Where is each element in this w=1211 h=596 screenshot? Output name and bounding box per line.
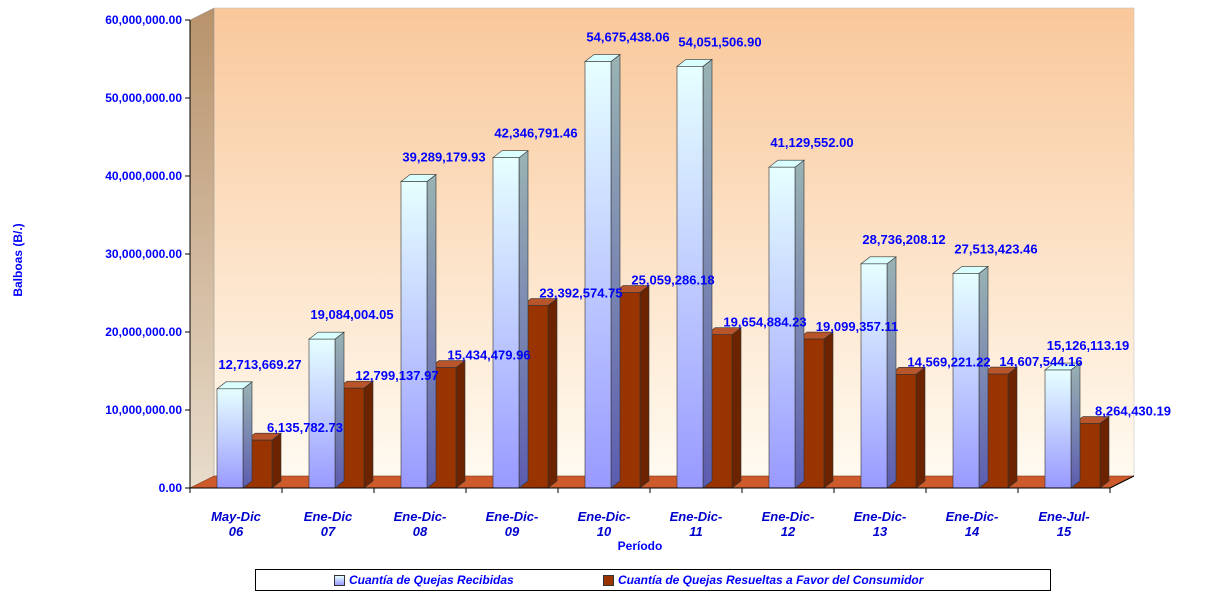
bar-recibidas [216, 381, 253, 489]
data-label-recibidas: 28,736,208.12 [862, 232, 945, 247]
legend-swatch-recibidas [334, 574, 345, 586]
x-tick-label: May-Dic [211, 509, 262, 524]
data-label-recibidas: 15,126,113.19 [1047, 338, 1129, 353]
x-tick-label: 10 [597, 524, 612, 539]
x-tick-label: Ene-Dic- [854, 509, 907, 524]
x-tick-label: Ene-Dic [304, 509, 353, 524]
bar-recibidas [584, 53, 621, 489]
x-tick-label: 12 [781, 524, 796, 539]
data-label-recibidas: 19,084,004.05 [310, 307, 393, 322]
data-label-resueltas: 12,799,137.97 [355, 368, 438, 383]
data-label-resueltas: 8,264,430.19 [1095, 404, 1171, 419]
legend-swatch-resueltas [603, 574, 614, 586]
x-tick-label: Ene-Dic- [946, 509, 999, 524]
x-tick-label: 14 [965, 524, 980, 539]
x-tick-label: Ene-Dic- [486, 509, 539, 524]
data-label-resueltas: 19,099,357.11 [816, 319, 898, 334]
y-tick-label: 20,000,000.00 [105, 325, 182, 339]
x-tick-label: 08 [413, 524, 428, 539]
bar-recibidas [952, 265, 989, 489]
bar-recibidas [768, 159, 805, 489]
data-label-resueltas: 14,569,221.22 [907, 354, 990, 369]
data-label-recibidas: 42,346,791.46 [494, 126, 577, 141]
data-label-recibidas: 41,129,552.00 [770, 135, 853, 150]
bar-recibidas [676, 58, 713, 489]
legend-label-resueltas: Cuantía de Quejas Resueltas a Favor del … [618, 573, 924, 587]
x-tick-label: 13 [873, 524, 888, 539]
y-tick-label: 10,000,000.00 [105, 403, 182, 417]
y-tick-label: 0.00 [159, 481, 183, 495]
x-tick-label: Ene-Dic- [670, 509, 723, 524]
legend: Cuantía de Quejas Recibidas Cuantía de Q… [255, 569, 1051, 591]
legend-item-resueltas: Cuantía de Quejas Resueltas a Favor del … [603, 573, 923, 587]
y-tick-label: 40,000,000.00 [105, 169, 182, 183]
data-label-resueltas: 25,059,286.18 [631, 273, 714, 288]
bar-recibidas [308, 331, 345, 489]
x-tick-label: 07 [321, 524, 336, 539]
x-tick-label: 11 [689, 524, 703, 539]
y-tick-label: 60,000,000.00 [105, 13, 182, 27]
x-axis: May-Dic06Ene-Dic07Ene-Dic-08Ene-Dic-09En… [189, 475, 1135, 539]
x-axis-title: Período [618, 539, 663, 553]
data-label-resueltas: 15,434,479.96 [447, 348, 530, 363]
bars-group [216, 53, 1110, 489]
data-label-resueltas: 23,392,574.75 [539, 286, 622, 301]
data-labels: 12,713,669.27 6,135,782.73 19,084,004.05 12… [218, 30, 1171, 436]
x-tick-label: 15 [1057, 524, 1072, 539]
bar-recibidas [860, 256, 897, 489]
x-tick-label: Ene-Dic- [762, 509, 815, 524]
bar-recibidas [400, 173, 437, 489]
y-tick-label: 50,000,000.00 [105, 91, 182, 105]
data-label-recibidas: 39,289,179.93 [402, 150, 485, 165]
bar-recibidas [1044, 362, 1081, 489]
x-tick-label: Ene-Dic- [578, 509, 631, 524]
x-tick-label: 09 [505, 524, 520, 539]
x-tick-label: 06 [229, 524, 244, 539]
legend-item-recibidas: Cuantía de Quejas Recibidas [334, 573, 514, 587]
data-label-recibidas: 27,513,423.46 [954, 241, 1037, 256]
y-axis: 0.00 10,000,000.00 20,000,000.00 30,000,000… [105, 13, 191, 495]
legend-label-recibidas: Cuantía de Quejas Recibidas [349, 573, 514, 587]
data-label-resueltas: 19,654,884.23 [723, 315, 806, 330]
x-tick-label: Ene-Dic- [394, 509, 447, 524]
data-label-resueltas: 6,135,782.73 [267, 420, 343, 435]
x-tick-label: Ene-Jul- [1038, 509, 1089, 524]
bar-recibidas [492, 150, 529, 489]
data-label-recibidas: 12,713,669.27 [218, 357, 301, 372]
data-label-recibidas: 54,051,506.90 [678, 34, 761, 49]
y-axis-title: Balboas (B/.) [11, 223, 25, 296]
y-tick-label: 30,000,000.00 [105, 247, 182, 261]
data-label-resueltas: 14,607,544.16 [999, 354, 1082, 369]
data-label-recibidas: 54,675,438.06 [586, 30, 669, 45]
